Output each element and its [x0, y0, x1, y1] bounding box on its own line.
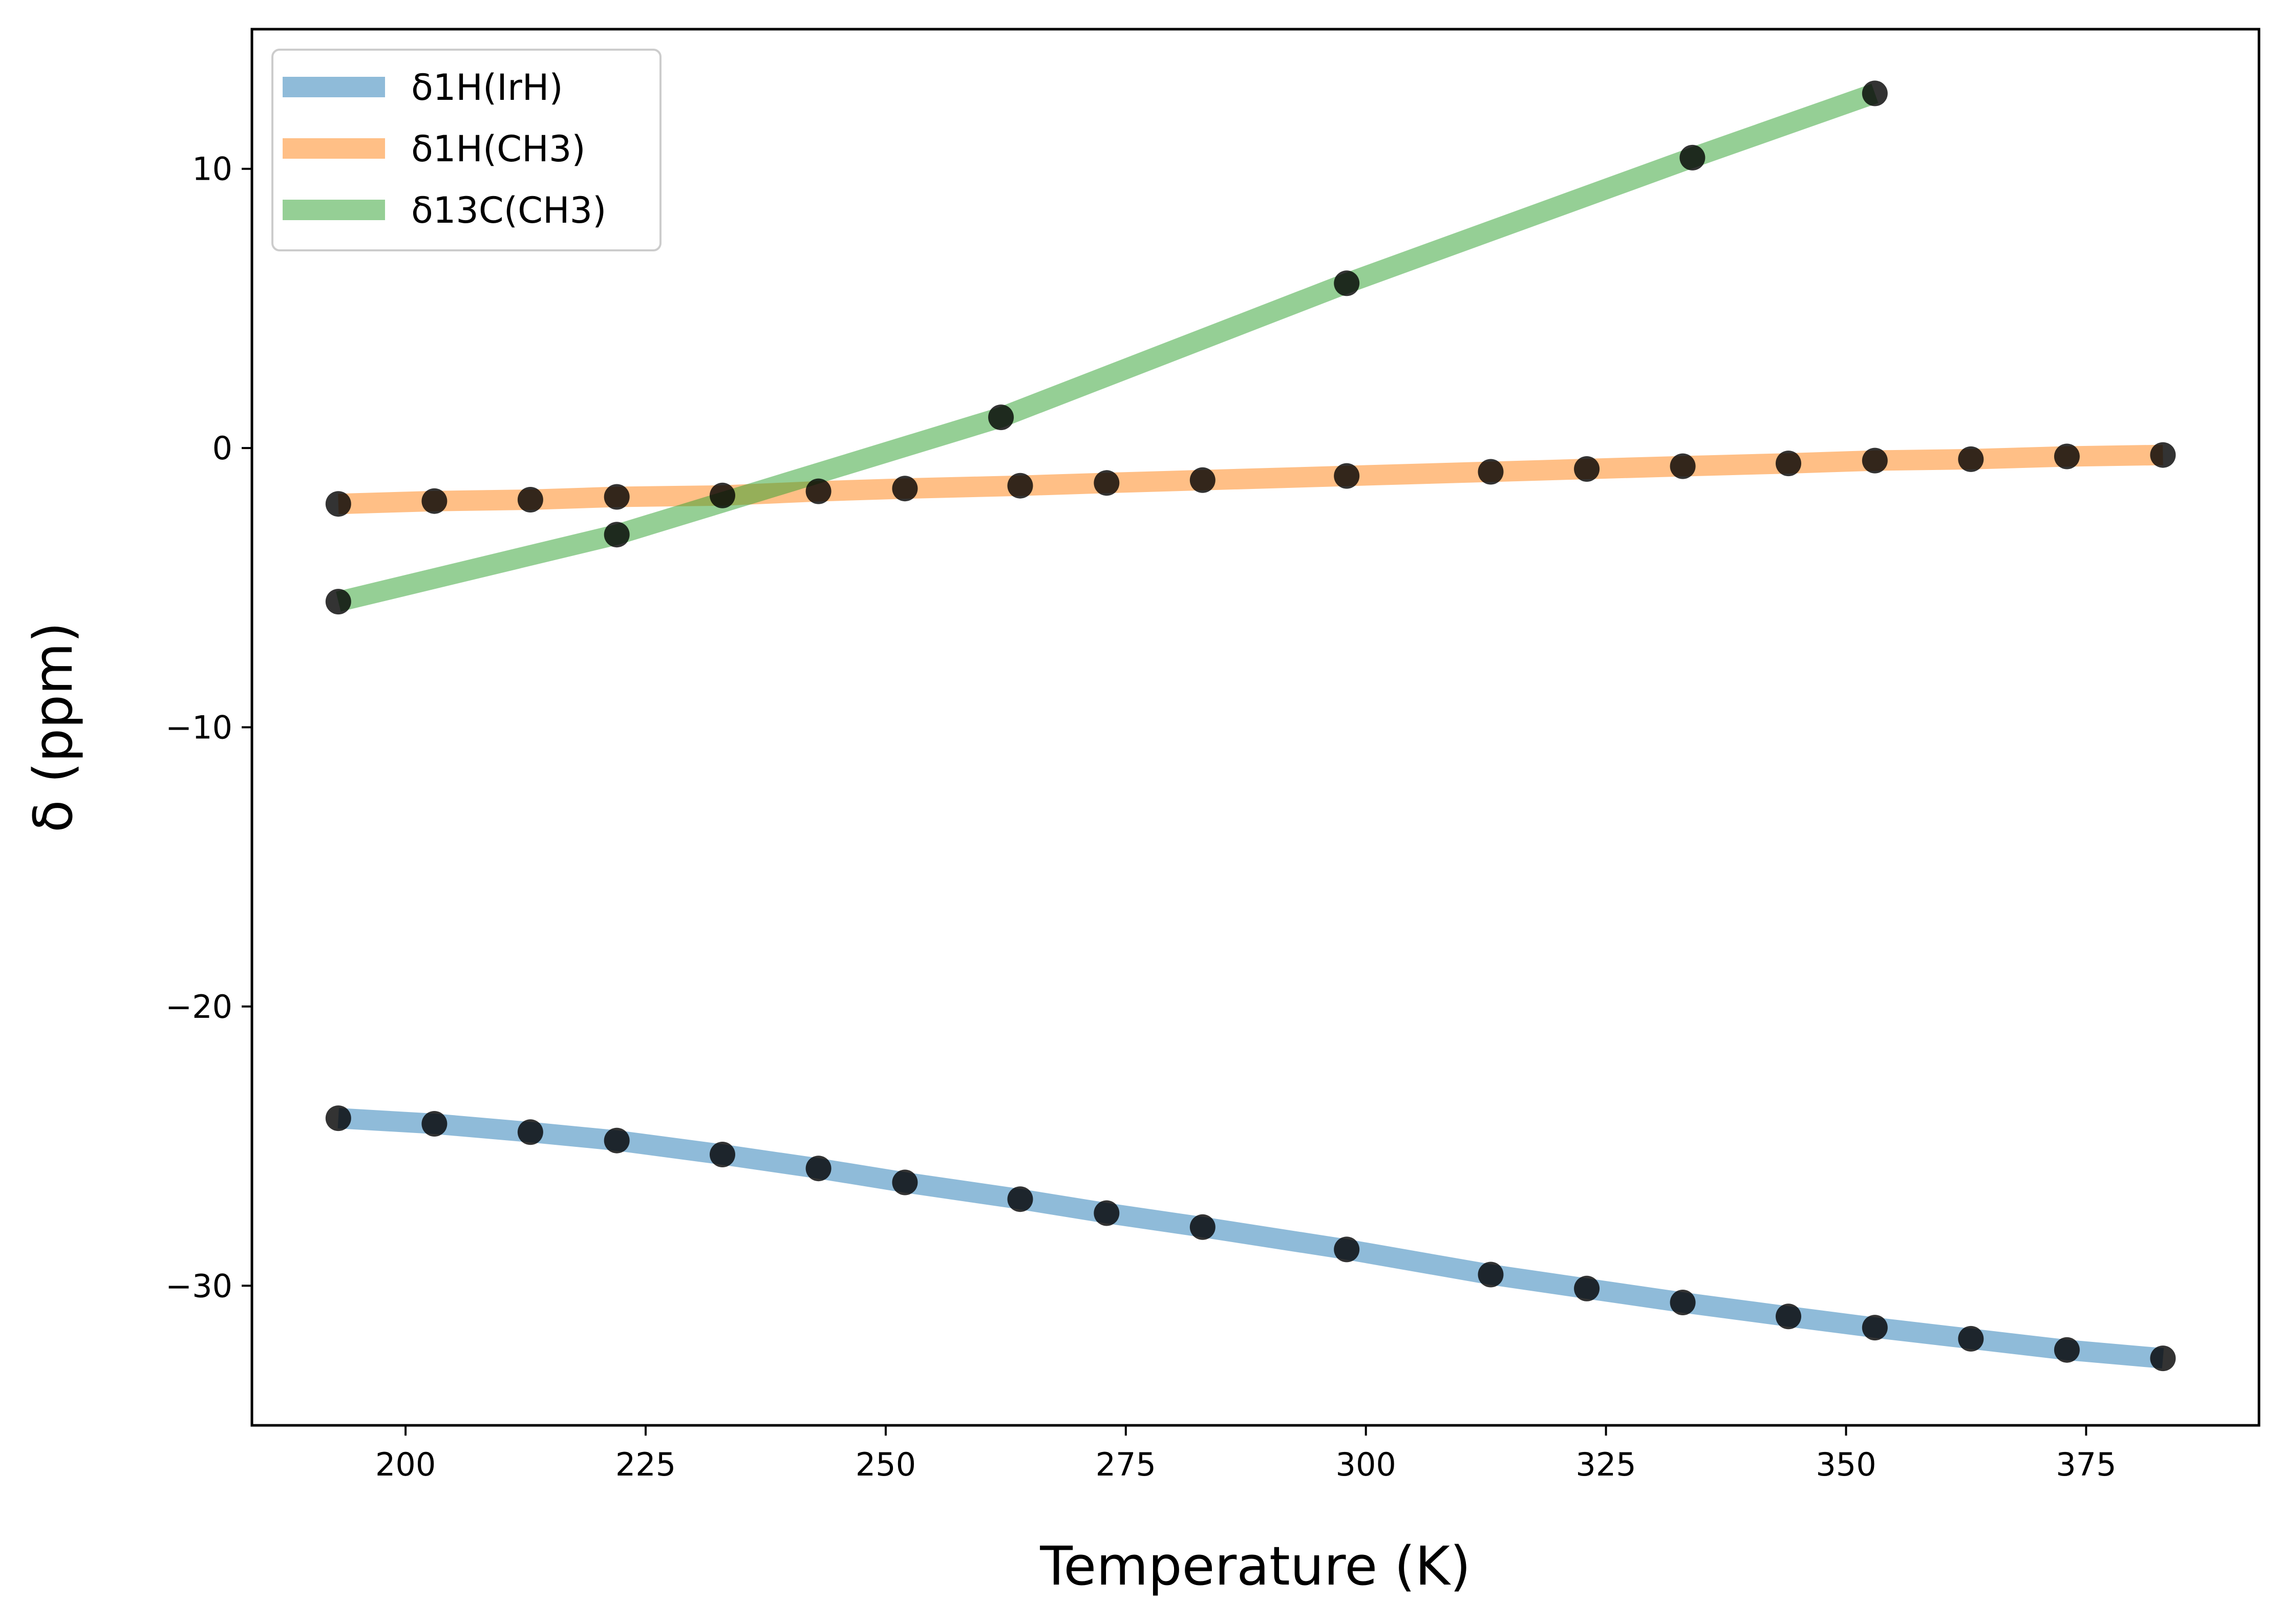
- data-point: [805, 478, 832, 504]
- data-point: [988, 404, 1014, 431]
- y-tick-label: −10: [165, 709, 232, 746]
- data-point: [1862, 447, 1888, 474]
- data-point: [2150, 1345, 2176, 1372]
- data-point: [1007, 1186, 1033, 1212]
- data-point: [1670, 453, 1696, 479]
- data-point: [325, 1105, 351, 1131]
- data-point: [1679, 144, 1706, 170]
- x-tick-label: 375: [2056, 1446, 2116, 1483]
- data-point: [2054, 1337, 2080, 1363]
- data-point: [1478, 459, 1504, 485]
- y-tick-label: −20: [165, 988, 232, 1025]
- data-point: [892, 1169, 918, 1195]
- x-axis-title: Temperature (K): [1039, 1535, 1470, 1597]
- x-tick-label: 275: [1096, 1446, 1156, 1483]
- data-point: [1334, 270, 1360, 296]
- x-ticks: 200 225 250 275 300 325 350 375: [375, 1425, 2117, 1483]
- data-point: [1189, 467, 1216, 493]
- data-point: [1574, 456, 1600, 482]
- data-point: [710, 1142, 735, 1167]
- data-point: [1958, 446, 1984, 472]
- data-point: [517, 487, 543, 512]
- data-point: [1094, 470, 1120, 496]
- y-tick-label: 0: [212, 430, 232, 467]
- data-point: [1670, 1290, 1696, 1315]
- x-tick-label: 300: [1336, 1446, 1396, 1483]
- data-point: [1334, 463, 1360, 489]
- x-tick-label: 325: [1575, 1446, 1636, 1483]
- legend-label: δ13C(CH3): [411, 189, 606, 231]
- data-point: [421, 488, 447, 514]
- x-tick-label: 250: [856, 1446, 916, 1483]
- data-point: [604, 1127, 630, 1153]
- data-point: [604, 522, 630, 548]
- data-point: [1189, 1214, 1216, 1240]
- data-point: [1478, 1262, 1504, 1288]
- y-ticks: −30 −20 −10 0 10: [165, 151, 252, 1305]
- data-point: [1862, 1315, 1888, 1341]
- series-line-3: [336, 83, 1879, 612]
- x-tick-label: 225: [615, 1446, 676, 1483]
- marker-layer: [325, 80, 2176, 1372]
- data-point: [2054, 443, 2080, 469]
- data-point: [1776, 451, 1801, 477]
- data-point: [892, 476, 918, 502]
- legend-label: δ1H(CH3): [411, 128, 586, 170]
- data-point: [421, 1111, 447, 1137]
- data-point: [1574, 1275, 1600, 1301]
- data-point: [325, 491, 351, 517]
- data-point: [1094, 1200, 1120, 1226]
- data-point: [805, 1156, 832, 1182]
- data-point: [710, 482, 735, 508]
- data-point: [325, 589, 351, 615]
- data-point: [1776, 1304, 1801, 1330]
- legend-label: δ1H(IrH): [411, 67, 563, 109]
- y-tick-label: 10: [192, 151, 232, 188]
- x-tick-label: 350: [1816, 1446, 1876, 1483]
- data-point: [1862, 80, 1888, 106]
- data-point: [517, 1119, 543, 1145]
- y-axis-title: δ (ppm): [22, 622, 84, 832]
- x-tick-label: 200: [375, 1446, 436, 1483]
- y-tick-label: −30: [165, 1267, 232, 1305]
- legend: δ1H(IrH) δ1H(CH3) δ13C(CH3): [271, 49, 662, 251]
- data-point: [2150, 442, 2176, 468]
- data-point: [1334, 1236, 1360, 1263]
- data-point: [1958, 1326, 1984, 1352]
- data-point: [604, 484, 630, 510]
- data-point: [1007, 473, 1033, 499]
